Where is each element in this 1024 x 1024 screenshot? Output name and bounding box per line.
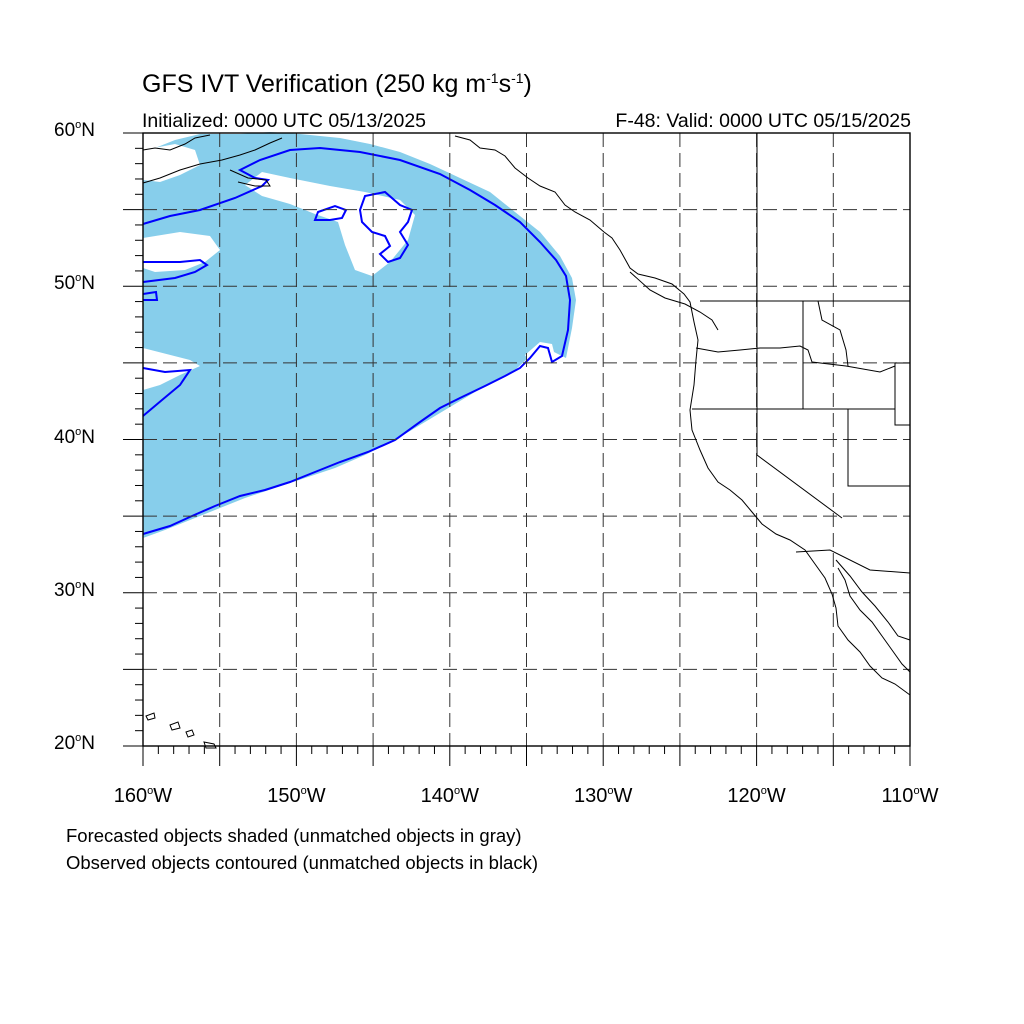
- coastline-baja-inner: [837, 567, 911, 673]
- hole-nw-corner: [143, 144, 200, 182]
- lon-label-110: 110oW: [881, 785, 939, 807]
- lat-label-40: 40oN: [54, 425, 95, 448]
- state-lines: [692, 133, 911, 519]
- coastline-sw-canada: [629, 271, 719, 331]
- lon-label-160: 160oW: [113, 785, 173, 807]
- lon-label-150: 150oW: [267, 785, 326, 807]
- coastline-baja-gulf: [835, 559, 911, 641]
- observed-contour-loop-2: [313, 204, 348, 221]
- observed-contour-loop-4: [142, 290, 159, 301]
- valid-label: F-48: Valid: 0000 UTC 05/15/2025: [615, 110, 911, 132]
- observed-contour-loop-5: [142, 367, 192, 417]
- initialized-label: Initialized: 0000 UTC 05/13/2025: [142, 110, 427, 132]
- map-grid: [143, 133, 910, 746]
- coastline-north-america: [454, 135, 911, 696]
- coastline-alaska: [142, 134, 283, 187]
- legend-note-forecast: Forecasted objects shaded (unmatched obj…: [66, 825, 522, 846]
- forecast-object-holes: [143, 144, 556, 390]
- observed-contour-main: [142, 146, 572, 535]
- legend-note-observed: Observed objects contoured (unmatched ob…: [66, 852, 539, 873]
- lat-label-60: 60oN: [54, 119, 95, 141]
- forecast-object-main: [143, 132, 576, 538]
- observed-contour-loop-3: [142, 258, 209, 283]
- coastlines-borders: [142, 133, 911, 749]
- lon-label-120: 120oW: [727, 785, 786, 807]
- hole-west-mid: [143, 348, 200, 390]
- hole-north: [245, 172, 415, 276]
- map-title: GFS IVT Verification (250 kg m-1s-1): [142, 70, 532, 98]
- observed-object-contours: [142, 146, 572, 535]
- border-us-mexico: [795, 549, 911, 574]
- observed-contour-loop-1: [358, 190, 414, 264]
- lat-label-20: 20oN: [54, 732, 95, 754]
- lon-label-130: 130oW: [573, 785, 633, 807]
- islands-hawaii: [145, 712, 217, 749]
- axis-ticks: [123, 132, 911, 766]
- lat-label-50: 50oN: [54, 272, 95, 295]
- lat-label-30: 30oN: [54, 578, 95, 601]
- forecast-object-shading: [143, 132, 576, 538]
- lon-label-140: 140oW: [420, 785, 479, 807]
